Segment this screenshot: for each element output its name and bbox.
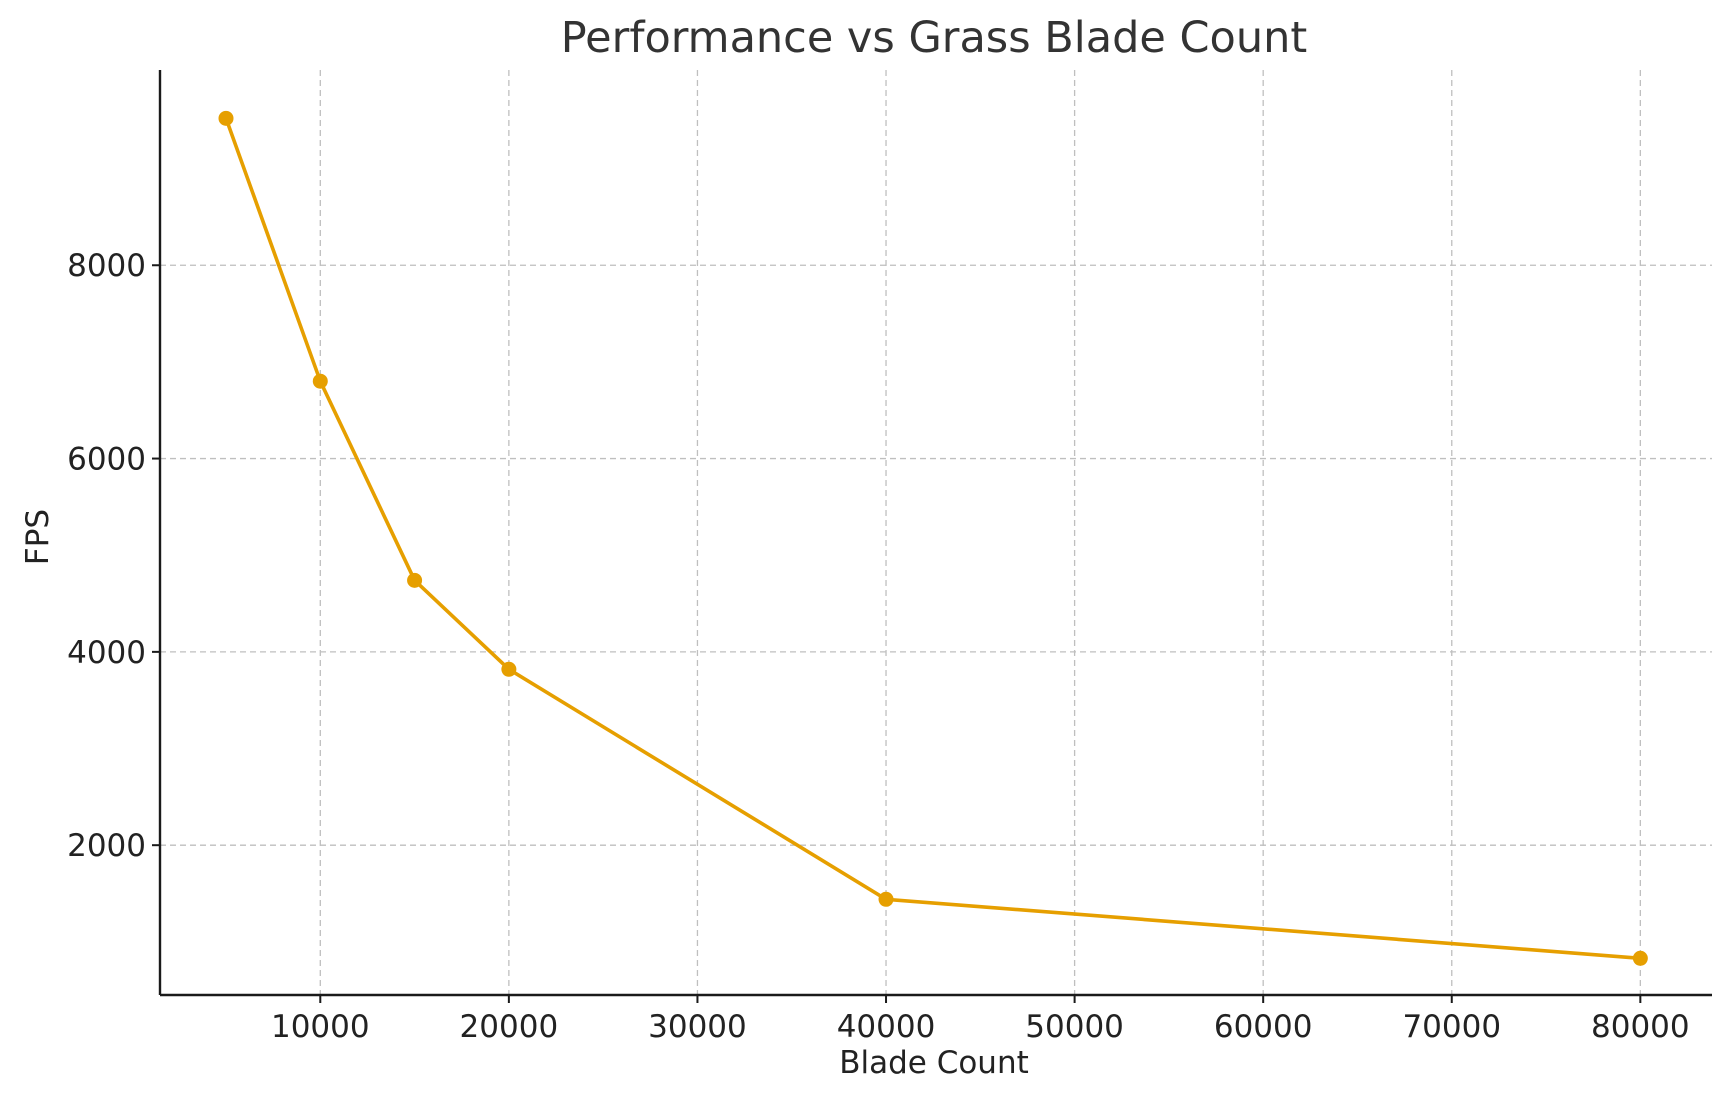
chart-title: Performance vs Grass Blade Count (561, 13, 1307, 63)
data-point (501, 661, 517, 677)
y-axis-label: FPS (20, 509, 56, 565)
x-tick-label: 10000 (271, 1009, 370, 1045)
x-tick-label: 30000 (648, 1009, 747, 1045)
x-tick-label: 80000 (1591, 1009, 1690, 1045)
grid (160, 70, 1712, 995)
axes (152, 70, 1712, 1003)
x-tick-label: 60000 (1214, 1009, 1313, 1045)
x-axis-label: Blade Count (839, 1045, 1029, 1081)
x-tick-label: 70000 (1402, 1009, 1501, 1045)
x-tick-label: 40000 (837, 1009, 936, 1045)
data-point (407, 572, 423, 588)
series (218, 110, 1648, 966)
y-tick-label: 8000 (67, 248, 146, 284)
y-tick-label: 2000 (67, 828, 146, 864)
data-point (218, 110, 234, 126)
data-point (878, 891, 894, 907)
x-tick-label: 50000 (1025, 1009, 1124, 1045)
y-tick-label: 4000 (67, 635, 146, 671)
data-point (1632, 950, 1648, 966)
series-line (224, 116, 1643, 961)
tick-labels: 10000 20000 30000 40000 50000 60000 70000 80000… (67, 248, 1690, 1045)
y-tick-label: 6000 (67, 442, 146, 478)
x-tick-label: 20000 (460, 1009, 559, 1045)
data-point (312, 373, 328, 389)
